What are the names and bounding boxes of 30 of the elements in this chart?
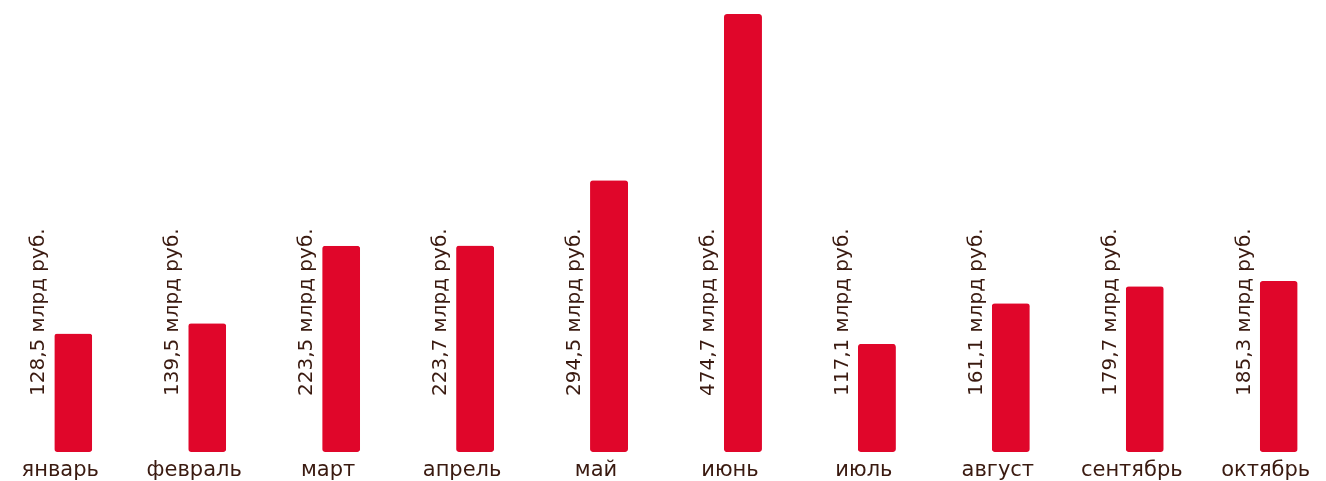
x-tick-label: март bbox=[301, 456, 356, 481]
x-tick-label: август bbox=[961, 456, 1035, 481]
data-label: 294,5 млрд руб. bbox=[561, 228, 586, 396]
data-label: 223,7 млрд руб. bbox=[427, 228, 452, 396]
x-tick-label: февраль bbox=[146, 456, 242, 481]
data-label: 161,1 млрд руб. bbox=[962, 228, 987, 396]
bar bbox=[1125, 286, 1164, 452]
bar bbox=[188, 323, 227, 452]
data-label: 474,7 млрд руб. bbox=[694, 228, 719, 396]
x-tick-label: октябрь bbox=[1221, 456, 1311, 481]
bar bbox=[723, 14, 762, 452]
data-label: 117,1 млрд руб. bbox=[828, 228, 853, 396]
data-label: 223,5 млрд руб. bbox=[293, 228, 318, 396]
x-tick-label: июнь bbox=[701, 456, 759, 481]
data-label: 185,3 млрд руб. bbox=[1230, 228, 1255, 396]
x-tick-label: июль bbox=[835, 456, 893, 481]
bar bbox=[456, 245, 495, 452]
bar bbox=[991, 303, 1030, 452]
data-label: 179,7 млрд руб. bbox=[1096, 228, 1121, 396]
x-tick-label: май bbox=[574, 456, 618, 481]
bar bbox=[857, 343, 896, 452]
x-tick-label: сентябрь bbox=[1080, 456, 1183, 481]
bar bbox=[322, 245, 361, 452]
data-label: 139,5 млрд руб. bbox=[159, 228, 184, 396]
bar bbox=[1259, 281, 1298, 452]
bar bbox=[54, 333, 93, 452]
bar bbox=[590, 180, 629, 452]
x-tick-label: январь bbox=[21, 456, 99, 481]
x-tick-label: апрель bbox=[422, 456, 502, 481]
data-label: 128,5 млрд руб. bbox=[25, 228, 50, 396]
